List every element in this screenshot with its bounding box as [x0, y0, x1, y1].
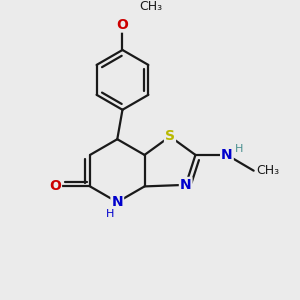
Text: O: O — [49, 179, 61, 194]
Text: CH₃: CH₃ — [139, 0, 162, 13]
Text: O: O — [116, 18, 128, 32]
Text: H: H — [235, 144, 243, 154]
Text: S: S — [165, 129, 175, 143]
Text: N: N — [221, 148, 233, 162]
Text: N: N — [180, 178, 191, 192]
Text: H: H — [106, 209, 115, 219]
Text: CH₃: CH₃ — [256, 164, 280, 177]
Text: N: N — [112, 195, 123, 209]
